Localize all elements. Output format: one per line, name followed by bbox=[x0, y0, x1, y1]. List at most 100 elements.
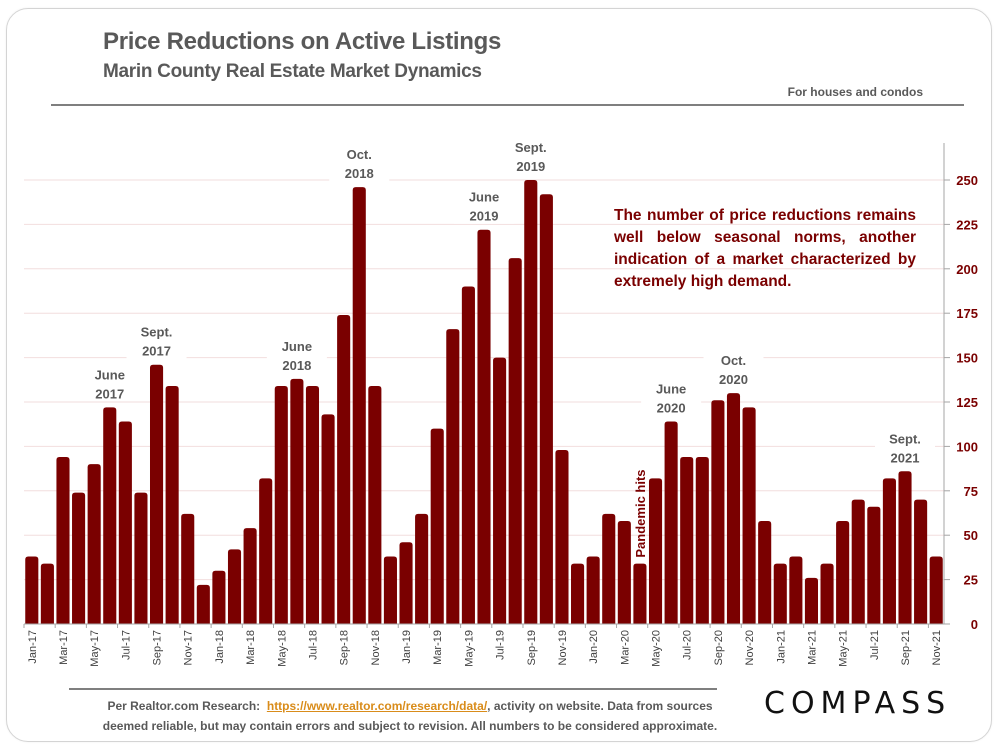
bar-Aug-18 bbox=[321, 414, 335, 624]
bar-Apr-17 bbox=[72, 492, 86, 624]
bar-Mar-19 bbox=[430, 428, 444, 624]
annotation-Jun-18: June 2018 bbox=[266, 332, 327, 373]
bar-Jul-21 bbox=[867, 506, 881, 624]
source-prefix: Per Realtor.com Research: bbox=[107, 699, 261, 713]
bar-Jan-19 bbox=[399, 542, 413, 624]
scope-note: For houses and condos bbox=[787, 85, 923, 99]
bar-Aug-19 bbox=[508, 258, 522, 624]
bar-Feb-17 bbox=[40, 563, 54, 624]
annotation-bg bbox=[875, 425, 936, 466]
bar-Jul-20 bbox=[680, 457, 694, 624]
bar-Jul-17 bbox=[118, 421, 132, 624]
y-tick-label: 150 bbox=[956, 351, 978, 366]
bar-Mar-17 bbox=[56, 457, 70, 624]
bar-Sep-21 bbox=[898, 471, 912, 624]
y-tick-label: 0 bbox=[971, 617, 978, 632]
annotation-line: Oct. bbox=[347, 147, 372, 162]
y-tick-label: 250 bbox=[956, 173, 978, 188]
bar-May-20 bbox=[648, 478, 663, 624]
bar-Jun-17 bbox=[103, 407, 117, 624]
annotation-bg bbox=[79, 361, 140, 402]
x-tick-label: Nov-17 bbox=[183, 630, 195, 665]
x-tick-label: Sep-18 bbox=[339, 630, 351, 665]
x-tick-label: Jan-19 bbox=[401, 630, 413, 664]
bar-Jan-17 bbox=[25, 556, 39, 624]
annotation-line: Sept. bbox=[141, 325, 173, 340]
bar-Jun-21 bbox=[851, 499, 865, 624]
bar-Mar-21 bbox=[804, 577, 819, 624]
source-note: Per Realtor.com Research: https://www.re… bbox=[60, 696, 760, 736]
bar-Nov-21 bbox=[929, 556, 943, 624]
annotation-bg bbox=[500, 134, 561, 174]
bar-Mar-20 bbox=[617, 520, 631, 624]
bar-Feb-20 bbox=[602, 513, 616, 624]
bar-Feb-19 bbox=[415, 513, 429, 624]
annotation-line: 2017 bbox=[142, 344, 171, 359]
annotation-line: June bbox=[282, 339, 312, 354]
bar-Nov-18 bbox=[368, 386, 382, 624]
x-tick-label: Jul-18 bbox=[307, 630, 319, 660]
x-tick-label: Mar-20 bbox=[619, 630, 631, 665]
y-tick-label: 225 bbox=[956, 217, 978, 232]
y-tick-label: 175 bbox=[956, 306, 978, 321]
annotation-bg bbox=[126, 318, 187, 359]
x-tick-label: May-21 bbox=[838, 630, 850, 667]
x-tick-label: Jan-17 bbox=[27, 630, 39, 664]
x-tick-label: Mar-17 bbox=[58, 630, 70, 665]
source-link[interactable]: https://www.realtor.com/research/data/ bbox=[266, 699, 488, 713]
annotation-line: 2018 bbox=[282, 358, 311, 373]
source-suffix: , activity on website. Data from sources bbox=[487, 699, 713, 713]
x-tick-label: Jul-17 bbox=[120, 630, 132, 660]
callout-text: The number of price reductions remains w… bbox=[614, 207, 916, 290]
bar-Sep-19 bbox=[524, 180, 538, 624]
bar-Jun-20 bbox=[664, 421, 678, 624]
annotation-line: 2019 bbox=[516, 159, 545, 174]
x-tick-label: Nov-20 bbox=[744, 630, 756, 665]
annotation-line: June bbox=[469, 190, 499, 205]
bar-Feb-18 bbox=[227, 549, 242, 624]
annotation-line: June bbox=[656, 382, 686, 397]
bar-Dec-19 bbox=[571, 563, 585, 624]
x-tick-label: Sep-17 bbox=[152, 630, 164, 665]
x-tick-label: Jan-21 bbox=[775, 630, 787, 664]
bar-Jun-18 bbox=[290, 378, 304, 624]
bar-Oct-17 bbox=[165, 386, 179, 624]
bar-Aug-17 bbox=[134, 492, 148, 624]
annotation-Jun-17: June 2017 bbox=[79, 361, 140, 402]
bar-Nov-19 bbox=[555, 449, 569, 624]
annotation-Jun-20: June 2020 bbox=[641, 375, 702, 416]
annotation-line: June bbox=[95, 367, 125, 382]
chart-subtitle: Marin County Real Estate Market Dynamics bbox=[103, 61, 482, 82]
slide-frame bbox=[6, 8, 992, 742]
bar-Aug-21 bbox=[882, 478, 896, 624]
x-tick-label: Nov-18 bbox=[370, 630, 382, 665]
x-tick-label: Sep-20 bbox=[713, 630, 725, 665]
annotation-bg bbox=[454, 183, 514, 224]
y-tick-label: 50 bbox=[964, 528, 978, 543]
x-axis-labels: Jan-17 Mar-17 May-17 Jul-17 Sep-17 Nov-17 Jan-… bbox=[23, 624, 943, 667]
bar-Sep-20 bbox=[711, 400, 725, 624]
x-tick-label: Nov-19 bbox=[557, 630, 569, 665]
annotation-Jun-19: June 2019 bbox=[454, 183, 514, 224]
annotation-bg bbox=[329, 141, 390, 182]
annotation-Oct-18: Oct. 2018 bbox=[329, 141, 390, 182]
x-tick-label: Jul-19 bbox=[495, 630, 507, 660]
x-tick-label: Mar-19 bbox=[432, 630, 444, 665]
bar-Jan-20 bbox=[586, 556, 600, 624]
header-divider bbox=[51, 104, 964, 106]
x-tick-label: Jan-18 bbox=[214, 630, 226, 664]
x-tick-label: Mar-18 bbox=[245, 630, 257, 665]
x-tick-label: Jul-21 bbox=[869, 630, 881, 660]
x-tick-label: Mar-21 bbox=[806, 630, 818, 665]
annotation-bg bbox=[266, 332, 327, 373]
footer-divider bbox=[69, 688, 717, 690]
annotation-line: 2020 bbox=[719, 372, 748, 387]
bar-May-21 bbox=[836, 520, 850, 624]
chart-title: Price Reductions on Active Listings bbox=[103, 28, 502, 55]
x-tick-label: Jul-20 bbox=[682, 630, 694, 660]
annotation-line: 2017 bbox=[95, 386, 124, 401]
bar-Dec-18 bbox=[383, 556, 397, 624]
annotation-Oct-20: Oct. 2020 bbox=[703, 347, 764, 388]
pandemic-marker: Pandemic hits bbox=[633, 469, 648, 557]
